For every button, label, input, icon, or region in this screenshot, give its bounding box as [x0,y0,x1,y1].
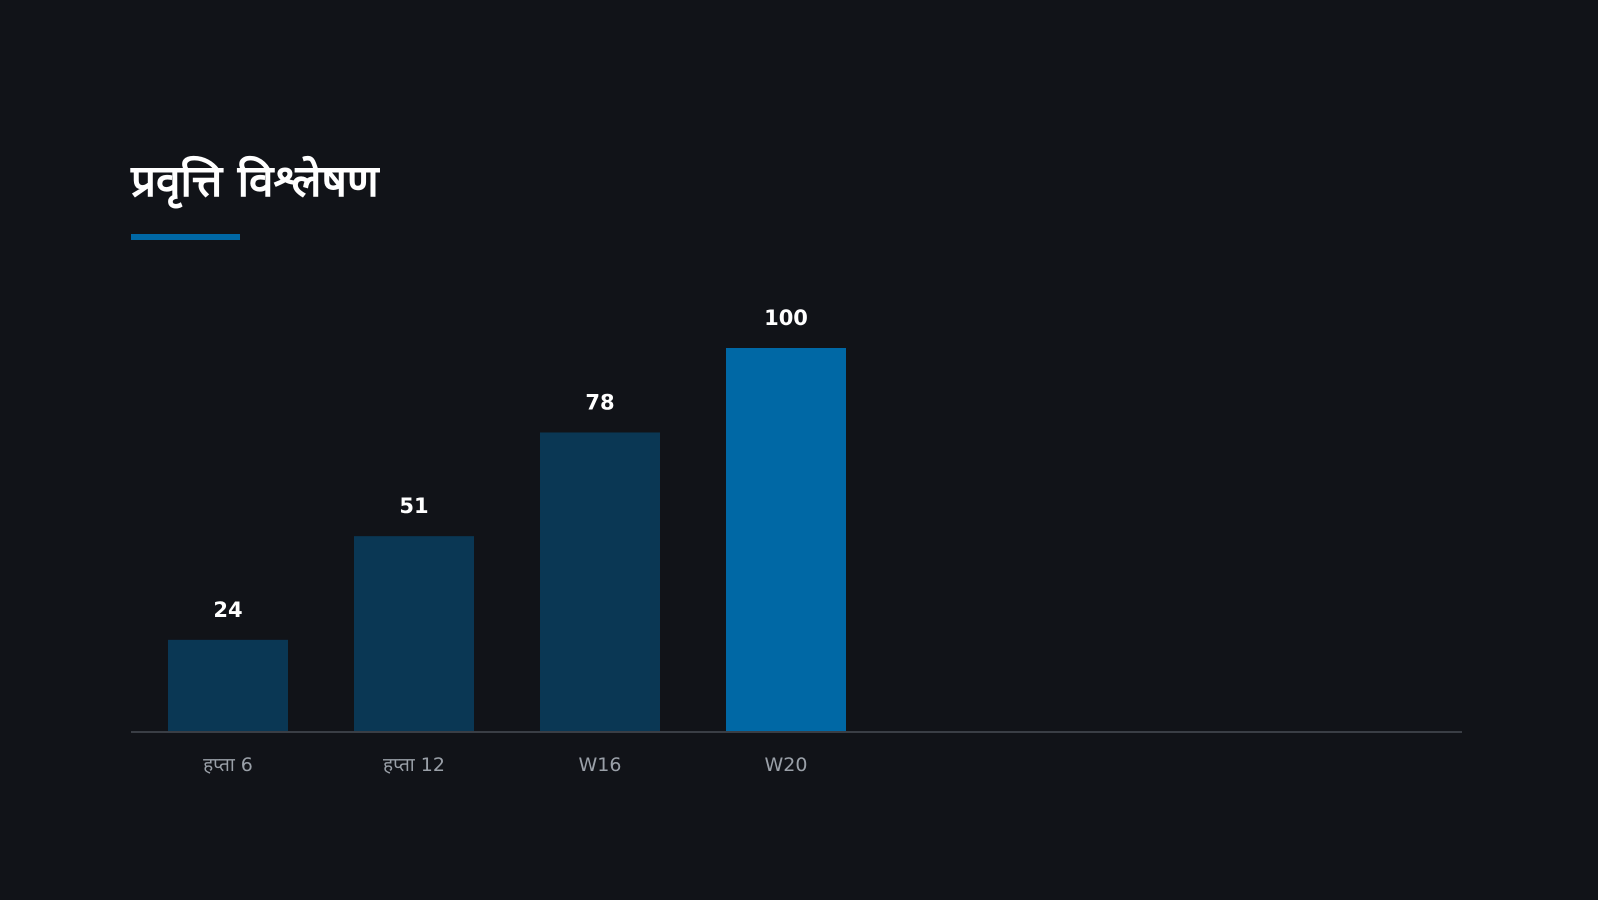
bar-value-label-1: 24 [213,598,242,622]
x-tick-label-2: हप्ता 12 [383,754,445,776]
bar-value-label-3: 78 [585,390,614,414]
chart-title: प्रवृत्ति विश्लेषण [131,156,379,207]
tick-labels-layer: हप्ता 6 हप्ता 12 W16 W20 [203,754,807,776]
x-tick-label-3: W16 [579,754,622,776]
bar-2 [354,536,474,732]
bar-1 [168,639,288,732]
bar-value-label-2: 51 [399,494,428,518]
bar-4 [726,348,846,732]
title-accent-underline [131,234,240,240]
bar-value-label-4: 100 [764,306,808,330]
bars-layer [168,348,846,732]
x-tick-label-1: हप्ता 6 [203,754,253,776]
value-labels-layer: 24 51 78 100 [213,306,808,622]
x-tick-label-4: W20 [765,754,808,776]
bar-3 [540,432,660,732]
